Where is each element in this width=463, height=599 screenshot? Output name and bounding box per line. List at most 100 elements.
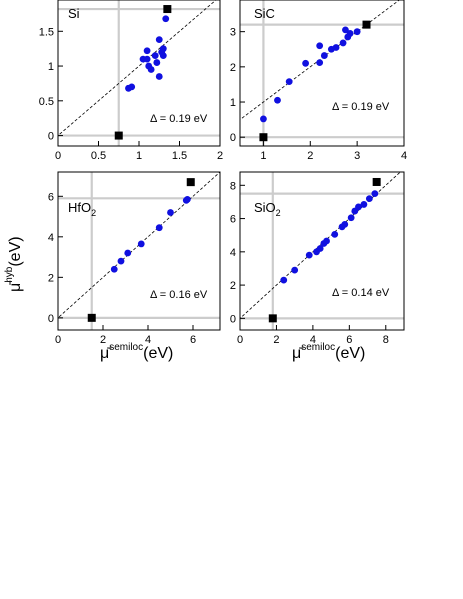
plot-frame xyxy=(57,171,221,331)
x-tick-label: 1 xyxy=(136,150,142,162)
panels: 0 0.5 1 1.5 2 0 0.5 1 1.5 Si Δ = 0.19 eV 1 2 3 4 0 1 2 3 Si… xyxy=(39,0,407,346)
data-point xyxy=(339,39,347,47)
x-axis-symbol-left: μ̄ xyxy=(100,345,112,362)
material-label: HfO2 xyxy=(68,200,96,218)
x-tick-label: 6 xyxy=(190,334,196,346)
plot-area xyxy=(240,0,404,146)
y-axis-unit: (eV) xyxy=(7,236,24,266)
data-point xyxy=(360,201,368,208)
material-label-main: SiO xyxy=(254,200,276,215)
x-tick-label: 0.5 xyxy=(91,150,106,162)
y-tick-label: 6 xyxy=(230,214,236,226)
x-tick-label: 1.5 xyxy=(172,150,187,162)
data-point xyxy=(347,214,355,222)
x-tick-label: 1 xyxy=(260,150,266,162)
data-point xyxy=(274,96,281,104)
material-label-subscript: 2 xyxy=(91,208,96,218)
y-tick-label: 3 xyxy=(230,27,236,39)
y-tick-label: 4 xyxy=(230,247,236,259)
data-point xyxy=(365,195,373,203)
x-axis-unit-left: (eV) xyxy=(143,345,173,362)
data-point xyxy=(331,230,339,238)
y-tick-label: 1.5 xyxy=(39,26,54,38)
data-point xyxy=(371,190,379,198)
panel-2: 1 2 3 4 0 1 2 3 SiC Δ = 0.19 eV xyxy=(230,0,407,162)
plot-area xyxy=(58,172,220,330)
panel-1: 0 0.5 1 1.5 2 0 0.5 1 1.5 Si Δ = 0.19 eV xyxy=(39,0,223,162)
data-point xyxy=(316,59,324,67)
x-tick-label: 4 xyxy=(310,334,316,346)
material-label: SiO2 xyxy=(254,200,281,218)
y-tick-label: 2 xyxy=(48,272,54,284)
data-point xyxy=(159,52,167,60)
svg-text:μ̄hyb(eV): μ̄hyb(eV) xyxy=(4,236,24,292)
reference-point xyxy=(186,178,195,187)
y-tick-label: 0 xyxy=(230,132,236,144)
data-point xyxy=(151,52,159,60)
x-tick-label: 8 xyxy=(383,334,389,346)
delta-annotation: Δ = 0.19 eV xyxy=(150,113,208,125)
y-tick-label: 0 xyxy=(48,313,54,325)
material-label-main: Si xyxy=(68,6,80,21)
y-axis-symbol: μ̄ xyxy=(7,280,24,292)
data-point xyxy=(143,47,151,55)
data-point xyxy=(147,66,155,73)
delta-annotation: Δ = 0.14 eV xyxy=(332,287,390,299)
data-point xyxy=(155,224,163,232)
y-axis-label: μ̄hyb(eV) xyxy=(4,236,24,292)
material-label: Si xyxy=(68,6,80,21)
y-tick-label: 1 xyxy=(48,61,54,73)
svg-text:μ̄semiloc(eV): μ̄semiloc(eV) xyxy=(292,342,365,362)
x-axis-label: μ̄semiloc(eV) μ̄semiloc(eV) xyxy=(100,342,365,362)
y-axis-superscript: hyb xyxy=(4,266,15,283)
data-point xyxy=(110,265,118,273)
data-point xyxy=(128,83,136,91)
data-point xyxy=(346,30,354,37)
data-point xyxy=(305,251,313,259)
x-tick-label: 2 xyxy=(273,334,279,346)
x-tick-label: 0 xyxy=(237,334,243,346)
x-tick-label: 3 xyxy=(354,150,360,162)
material-label-main: HfO xyxy=(68,200,91,215)
y-tick-label: 6 xyxy=(48,191,54,203)
data-point xyxy=(302,59,309,67)
y-tick-label: 1 xyxy=(230,97,236,109)
data-point xyxy=(353,28,361,36)
reference-point xyxy=(114,131,123,140)
reference-point xyxy=(259,133,268,142)
x-tick-label: 4 xyxy=(145,334,151,346)
x-tick-label: 0 xyxy=(55,150,61,162)
x-tick-label: 2 xyxy=(100,334,106,346)
data-point xyxy=(117,257,125,265)
y-tick-label: 2 xyxy=(230,62,236,74)
y-tick-label: 0.5 xyxy=(39,96,54,108)
y-tick-label: 0 xyxy=(48,131,54,143)
data-point xyxy=(342,26,349,34)
material-label: SiC xyxy=(254,6,275,21)
diagonal-line xyxy=(58,172,220,319)
x-tick-label: 0 xyxy=(55,334,61,346)
data-point xyxy=(155,36,163,44)
data-point xyxy=(323,237,330,245)
data-point xyxy=(137,240,145,248)
diagonal-line xyxy=(58,0,217,137)
delta-annotation: Δ = 0.19 eV xyxy=(332,101,390,113)
reference-point xyxy=(163,5,172,14)
data-point xyxy=(341,220,349,228)
data-point xyxy=(316,245,324,252)
y-tick-label: 2 xyxy=(230,280,236,292)
reference-point xyxy=(372,177,381,186)
material-label-main: SiC xyxy=(254,6,275,21)
x-tick-label: 6 xyxy=(346,334,352,346)
plot-area xyxy=(240,172,404,330)
data-point xyxy=(260,115,267,123)
data-point xyxy=(316,42,324,50)
plot-area xyxy=(58,0,220,146)
reference-point xyxy=(362,20,371,29)
x-axis-superscript-right: semiloc xyxy=(301,342,335,353)
data-point xyxy=(159,45,167,53)
x-tick-label: 4 xyxy=(401,150,407,162)
data-point xyxy=(355,203,362,211)
